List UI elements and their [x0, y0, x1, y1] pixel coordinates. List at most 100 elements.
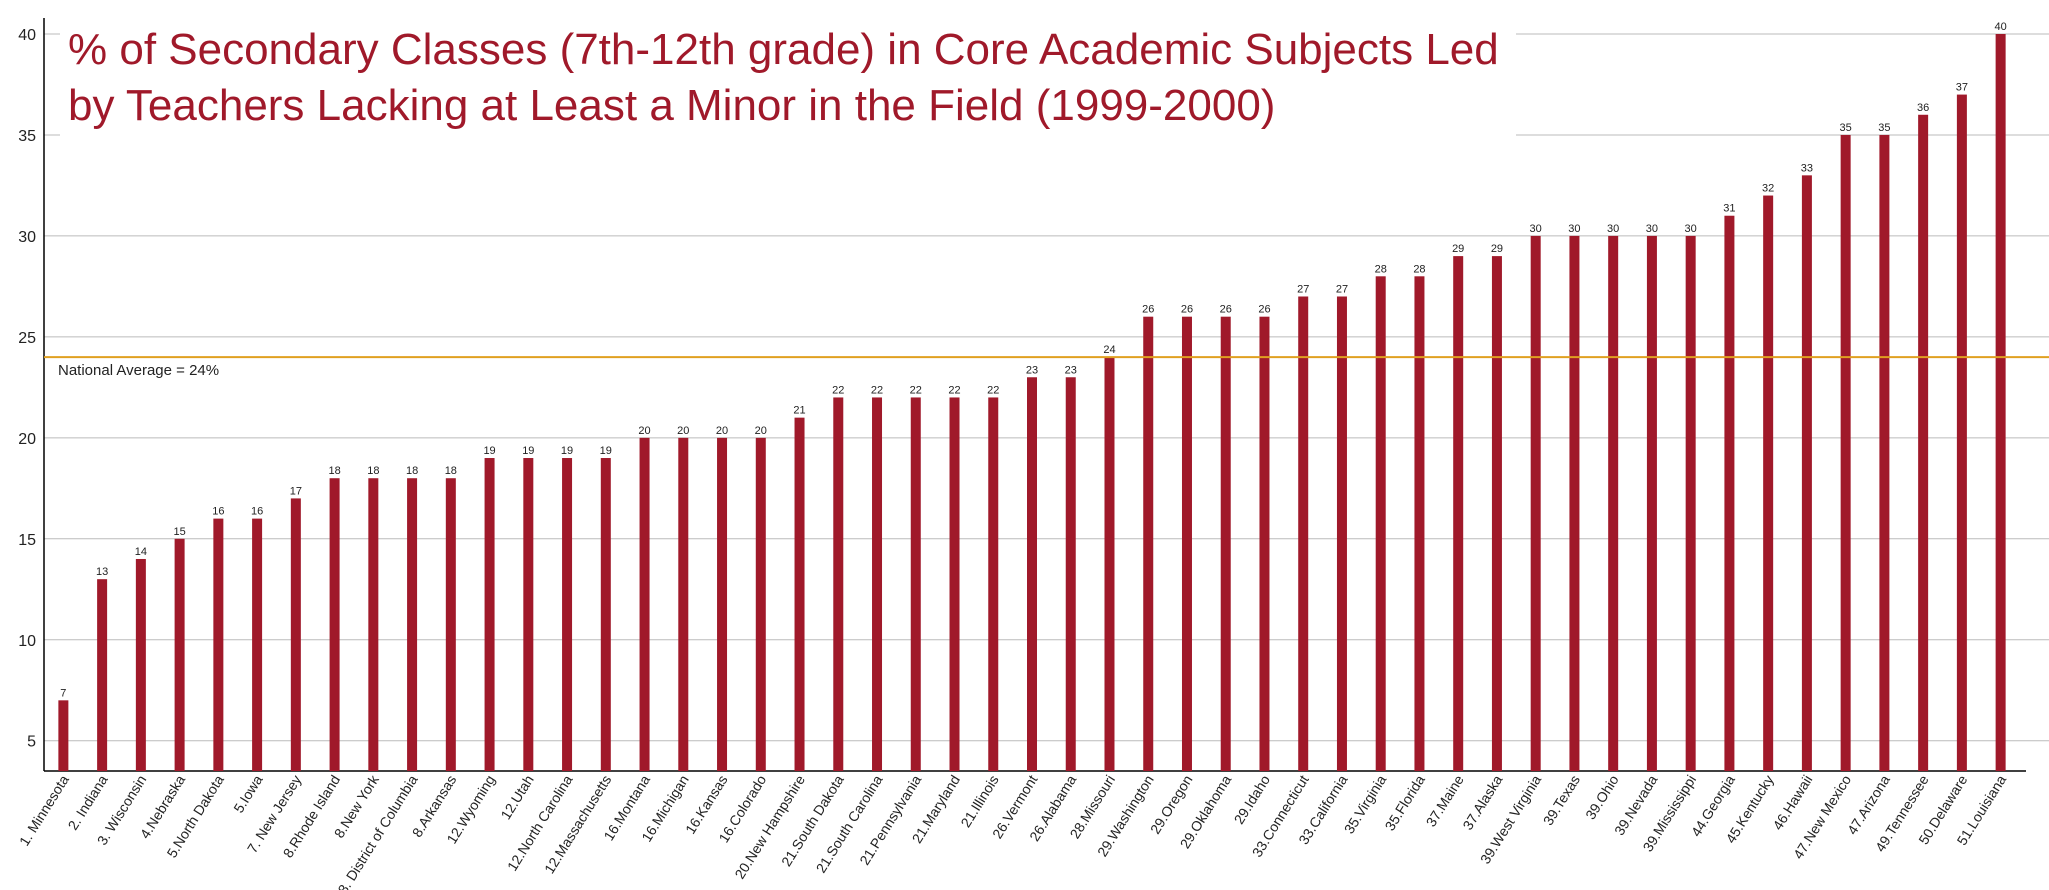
bar	[1995, 34, 2006, 771]
value-label: 22	[987, 384, 999, 396]
bar	[1646, 235, 1657, 772]
value-label: 26	[1220, 304, 1232, 316]
x-tick-label: 12.Utah	[497, 772, 537, 822]
bar	[290, 498, 301, 771]
bar	[1879, 134, 1890, 771]
value-label: 30	[1568, 223, 1580, 235]
bar	[1181, 316, 1192, 771]
value-label: 19	[561, 445, 573, 457]
bar	[717, 437, 728, 771]
value-label: 30	[1530, 223, 1542, 235]
bar	[1608, 235, 1619, 772]
bar	[135, 558, 146, 771]
bar	[1763, 195, 1774, 771]
value-label: 18	[445, 465, 457, 477]
bar	[1336, 296, 1347, 771]
value-label: 21	[793, 405, 805, 417]
bar	[949, 397, 960, 771]
value-label: 19	[522, 445, 534, 457]
value-label: 30	[1607, 223, 1619, 235]
x-tick-label: 5.Iowa	[230, 772, 266, 816]
bar	[1530, 235, 1541, 772]
bar	[1491, 256, 1502, 771]
value-label: 37	[1956, 82, 1968, 94]
value-label: 20	[638, 425, 650, 437]
bar	[1414, 276, 1425, 771]
bar	[1918, 114, 1929, 772]
value-label: 32	[1762, 183, 1774, 195]
bar	[1801, 175, 1812, 771]
value-label: 15	[173, 526, 185, 538]
value-label: 22	[832, 384, 844, 396]
y-tick-label: 35	[18, 128, 36, 145]
bar	[794, 417, 805, 771]
value-label: 24	[1103, 344, 1115, 356]
value-label: 16	[251, 506, 263, 518]
bar	[1569, 235, 1580, 772]
y-tick-label: 25	[18, 330, 36, 347]
y-tick-label: 30	[18, 229, 36, 246]
value-label: 29	[1491, 243, 1503, 255]
y-tick-label: 10	[18, 633, 36, 650]
bar	[1375, 276, 1386, 771]
bar	[1453, 256, 1464, 771]
y-tick-label: 15	[18, 532, 36, 549]
bar	[872, 397, 883, 771]
value-label: 14	[135, 546, 147, 558]
y-tick-label: 20	[18, 431, 36, 448]
x-tick-label: 39.Ohio	[1582, 772, 1622, 822]
bar	[58, 700, 69, 771]
value-label: 17	[290, 485, 302, 497]
value-label: 26	[1142, 304, 1154, 316]
bar	[1220, 316, 1231, 771]
bar	[213, 518, 224, 771]
x-tick-label: 20.New Hampshire	[731, 772, 808, 882]
bar	[97, 579, 108, 771]
value-label: 40	[1995, 21, 2007, 33]
x-tick-label: 29.Idaho	[1231, 772, 1274, 827]
chart-title: % of Secondary Classes (7th-12th grade) …	[60, 18, 1516, 140]
value-label: 23	[1065, 364, 1077, 376]
bar	[445, 478, 456, 771]
x-tick-label: 1. Minnesota	[16, 772, 72, 849]
x-tick-label: 39.Texas	[1540, 772, 1583, 828]
bar	[329, 478, 340, 771]
value-label: 35	[1840, 122, 1852, 134]
value-label: 31	[1723, 203, 1735, 215]
value-label: 16	[212, 506, 224, 518]
bar	[562, 458, 573, 771]
value-label: 27	[1336, 283, 1348, 295]
y-tick-label: 40	[18, 27, 36, 44]
value-label: 18	[367, 465, 379, 477]
bar	[1685, 235, 1696, 772]
bar	[1027, 377, 1037, 771]
value-label: 18	[406, 465, 418, 477]
value-label: 33	[1801, 162, 1813, 174]
value-label: 28	[1375, 263, 1387, 275]
value-label: 22	[910, 384, 922, 396]
value-label: 26	[1181, 304, 1193, 316]
value-label: 22	[948, 384, 960, 396]
bar	[368, 478, 379, 771]
bar	[174, 538, 185, 771]
value-label: 36	[1917, 102, 1929, 114]
bar	[833, 397, 844, 771]
x-tick-label: 37.Maine	[1423, 772, 1467, 830]
bar	[755, 437, 766, 771]
value-label: 18	[328, 465, 340, 477]
bar	[252, 518, 263, 771]
value-label: 19	[600, 445, 612, 457]
value-label: 35	[1878, 122, 1890, 134]
bar	[1840, 134, 1851, 771]
bar	[600, 458, 611, 771]
bar	[1956, 94, 1967, 772]
value-label: 20	[755, 425, 767, 437]
bar	[1065, 377, 1076, 771]
bar	[1104, 357, 1115, 771]
value-label: 30	[1646, 223, 1658, 235]
value-label: 30	[1685, 223, 1697, 235]
value-label: 20	[677, 425, 689, 437]
bar	[910, 397, 921, 771]
bar	[1298, 296, 1309, 771]
